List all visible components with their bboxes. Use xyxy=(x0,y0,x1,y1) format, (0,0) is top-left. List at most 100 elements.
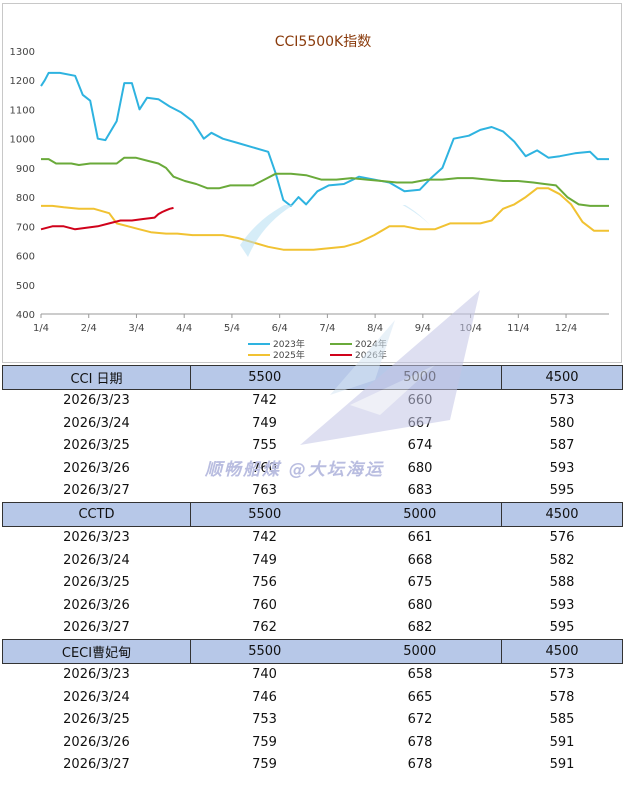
price-cell: 749 xyxy=(252,552,277,568)
table-header-cell: 5500 xyxy=(190,639,339,664)
date-cell: 2026/3/27 xyxy=(63,483,130,499)
x-tick-label: 10/4 xyxy=(459,323,481,334)
legend-label: 2023年 xyxy=(273,338,305,350)
price-cell: 675 xyxy=(407,575,433,591)
price-cell: 674 xyxy=(407,438,433,454)
table-header-row: CCI 日期 5500 5000 4500 xyxy=(2,365,623,390)
price-cell: 762 xyxy=(252,620,277,636)
x-tick-label: 2/4 xyxy=(81,323,97,334)
price-cell: 749 xyxy=(252,415,277,431)
price-cell: 595 xyxy=(549,620,575,636)
price-cell: 672 xyxy=(407,712,433,728)
table-row: 2026/3/25 756 675 588 xyxy=(3,572,623,595)
legend-label: 2025年 xyxy=(273,349,305,361)
table-header-cell: 5000 xyxy=(338,365,502,390)
y-tick-label: 500 xyxy=(16,281,35,292)
date-cell: 2026/3/23 xyxy=(63,667,130,683)
series-line-2023年 xyxy=(40,71,609,207)
date-cell: 2026/3/23 xyxy=(63,530,130,546)
date-cell: 2026/3/24 xyxy=(63,689,130,705)
price-cell: 576 xyxy=(549,530,575,546)
date-cell: 2026/3/26 xyxy=(63,597,130,613)
price-cell: 683 xyxy=(407,483,433,499)
series-line-2026年 xyxy=(40,206,174,231)
table-row: 2026/3/27 759 678 591 xyxy=(3,754,623,777)
price-cell: 573 xyxy=(549,393,575,409)
table-row: 2026/3/24 749 668 582 xyxy=(3,549,623,572)
series-line-2025年 xyxy=(41,187,609,251)
table-row: 2026/3/23 742 661 576 xyxy=(3,526,623,549)
date-cell: 2026/3/24 xyxy=(63,415,130,431)
x-tick-label: 3/4 xyxy=(128,323,144,334)
price-cell: 660 xyxy=(407,393,433,409)
table-header-cell: CCI 日期 xyxy=(2,365,191,390)
y-tick-label: 700 xyxy=(16,222,35,233)
x-tick-label: 6/4 xyxy=(272,323,288,334)
table-header-row: CECI曹妃甸 5500 5000 4500 xyxy=(2,639,623,664)
price-cell: 582 xyxy=(549,552,575,568)
price-cell: 680 xyxy=(407,597,433,613)
legend-label: 2026年 xyxy=(355,349,387,361)
y-tick-label: 800 xyxy=(16,193,35,204)
price-cell: 580 xyxy=(549,415,575,431)
price-tables: CCI 日期 5500 5000 4500 2026/3/23 742 660 573 2026… xyxy=(2,365,623,776)
table-header-cell: 4500 xyxy=(501,365,623,390)
price-cell: 763 xyxy=(252,483,277,499)
price-cell: 658 xyxy=(407,667,433,683)
price-cell: 593 xyxy=(549,460,575,476)
price-cell: 587 xyxy=(549,438,575,454)
chart-panel: CCI5500K指数 400 500 600 700 800 900 1000 1100 1200… xyxy=(2,3,622,363)
table-header-cell: 5500 xyxy=(190,502,339,527)
table-header-cell: 4500 xyxy=(501,639,623,664)
series-line-2024年 xyxy=(41,156,609,207)
y-tick-label: 1300 xyxy=(10,47,35,58)
y-tick-label: 1100 xyxy=(10,105,35,116)
date-cell: 2026/3/26 xyxy=(63,734,130,750)
y-tick-label: 600 xyxy=(16,252,35,263)
table-header-row: CCTD 5500 5000 4500 xyxy=(2,502,623,527)
date-cell: 2026/3/27 xyxy=(63,620,130,636)
table-row: 2026/3/24 746 665 578 xyxy=(3,686,623,709)
price-cell: 678 xyxy=(407,734,433,750)
table-row: 2026/3/25 755 674 587 xyxy=(3,435,623,458)
table-row: 2026/3/26 760 680 593 xyxy=(3,457,623,480)
price-cell: 595 xyxy=(549,483,575,499)
date-cell: 2026/3/27 xyxy=(63,757,130,773)
line-chart: CCI5500K指数 400 500 600 700 800 900 1000 1100 1200… xyxy=(10,34,609,361)
price-cell: 678 xyxy=(407,757,433,773)
price-cell: 591 xyxy=(549,757,575,773)
price-cell: 661 xyxy=(407,530,433,546)
table-row: 2026/3/27 762 682 595 xyxy=(3,617,623,640)
table-header-cell: 5500 xyxy=(190,365,339,390)
legend-label: 2024年 xyxy=(355,338,387,350)
price-cell: 756 xyxy=(252,575,277,591)
price-cell: 746 xyxy=(252,689,277,705)
y-tick-label: 1200 xyxy=(10,76,35,87)
price-cell: 753 xyxy=(252,712,277,728)
price-table: CCI 日期 5500 5000 4500 2026/3/23 742 660 573 2026… xyxy=(2,365,623,776)
price-cell: 668 xyxy=(407,552,433,568)
table-row: 2026/3/26 759 678 591 xyxy=(3,731,623,754)
price-cell: 742 xyxy=(252,393,277,409)
date-cell: 2026/3/25 xyxy=(63,438,130,454)
x-tick-label: 1/4 xyxy=(33,323,49,334)
x-tick-label: 9/4 xyxy=(415,323,431,334)
chart-title: CCI5500K指数 xyxy=(275,34,372,50)
date-cell: 2026/3/26 xyxy=(63,460,130,476)
price-cell: 585 xyxy=(549,712,575,728)
date-cell: 2026/3/23 xyxy=(63,393,130,409)
y-tick-label: 900 xyxy=(16,164,35,175)
date-cell: 2026/3/25 xyxy=(63,712,130,728)
price-cell: 760 xyxy=(252,460,277,476)
price-cell: 755 xyxy=(252,438,277,454)
price-cell: 578 xyxy=(549,689,575,705)
x-tick-label: 12/4 xyxy=(555,323,577,334)
price-cell: 682 xyxy=(407,620,433,636)
table-row: 2026/3/23 742 660 573 xyxy=(3,389,623,412)
table-header-cell: 5000 xyxy=(338,639,502,664)
x-tick-label: 7/4 xyxy=(319,323,335,334)
price-cell: 588 xyxy=(549,575,575,591)
table-row: 2026/3/25 753 672 585 xyxy=(3,709,623,732)
price-cell: 591 xyxy=(549,734,575,750)
price-cell: 573 xyxy=(549,667,575,683)
